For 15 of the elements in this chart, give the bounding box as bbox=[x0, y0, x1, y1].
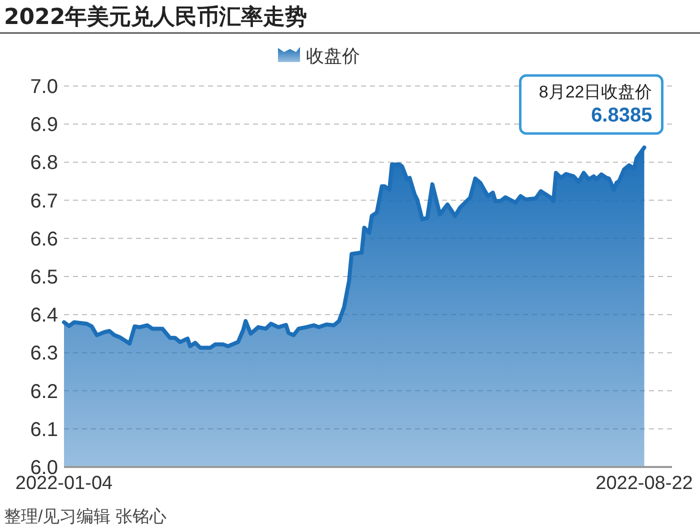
y-tick-label: 6.8 bbox=[30, 152, 58, 174]
y-tick-label: 6.9 bbox=[30, 114, 58, 136]
x-tick-label: 2022-08-22 bbox=[596, 473, 693, 494]
annotation: 8月22日收盘价 6.8385 bbox=[538, 82, 652, 127]
y-tick-label: 6.2 bbox=[30, 380, 58, 403]
y-tick-label: 7.0 bbox=[30, 76, 58, 98]
y-tick-label: 6.5 bbox=[30, 266, 58, 288]
y-tick-label: 6.1 bbox=[30, 418, 58, 441]
legend-label: 收盘价 bbox=[306, 46, 360, 66]
chart-title: 2022年美元兑人民币汇率走势 bbox=[4, 4, 308, 30]
y-tick-label: 6.3 bbox=[30, 342, 58, 365]
y-tick-label: 6.6 bbox=[30, 228, 58, 250]
y-tick-label: 6.7 bbox=[30, 190, 58, 212]
text: 整理/见习编辑 张铭心 bbox=[4, 507, 166, 526]
y-tick-label: 6.4 bbox=[30, 304, 58, 327]
